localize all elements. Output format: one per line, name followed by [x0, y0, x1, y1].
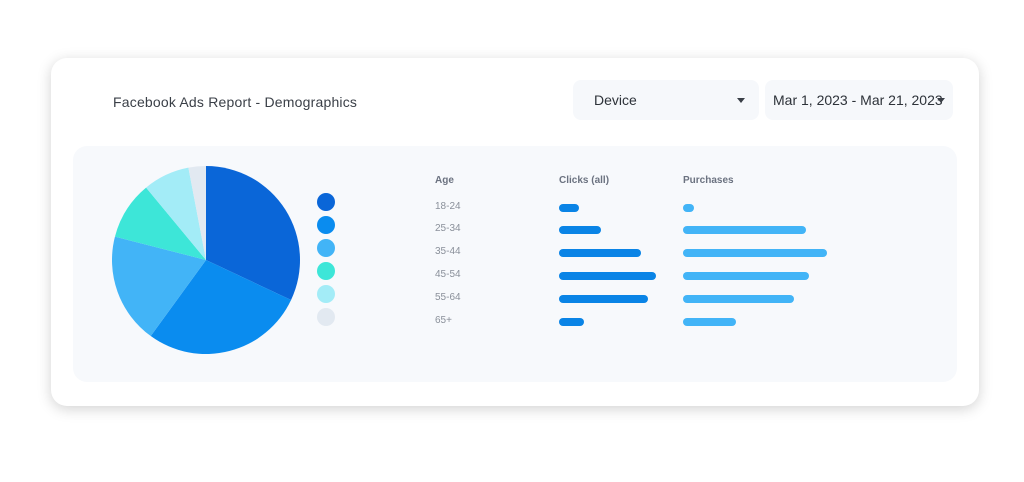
- report-card: Facebook Ads Report - Demographics Devic…: [51, 58, 979, 406]
- purchases-bar-25-34: [683, 226, 806, 234]
- pie-slice-18-24: [206, 166, 300, 301]
- pie-slice-55-64: [146, 167, 206, 260]
- clicks-bar-35-44: [559, 249, 641, 257]
- column-header-clicks: Clicks (all): [559, 175, 610, 186]
- legend-dot-35-44: [317, 239, 335, 257]
- date-range-dropdown[interactable]: Mar 1, 2023 - Mar 21, 2023: [765, 80, 953, 120]
- legend-dot-18-24: [317, 193, 335, 211]
- purchases-bar-35-44: [683, 249, 827, 257]
- purchases-bar-65plus: [683, 318, 736, 326]
- clicks-bar-55-64: [559, 295, 648, 303]
- purchases-bar-55-64: [683, 295, 794, 303]
- age-label-65plus: 65+: [435, 315, 452, 326]
- age-label-35-44: 35-44: [435, 246, 461, 257]
- purchases-bar-18-24: [683, 204, 694, 212]
- legend-dot-65plus: [317, 308, 335, 326]
- clicks-bar-45-54: [559, 272, 656, 280]
- column-header-age: Age: [435, 175, 454, 186]
- legend-dot-45-54: [317, 262, 335, 280]
- age-label-25-34: 25-34: [435, 223, 461, 234]
- caret-down-icon: [937, 98, 945, 103]
- demographics-panel: Age Clicks (all) Purchases 18-24 25-34 35-…: [73, 146, 957, 382]
- pie-slice-35-44: [112, 236, 206, 337]
- pie-slice-65plus: [188, 166, 206, 260]
- purchases-bar-45-54: [683, 272, 809, 280]
- age-pie-chart: [112, 166, 300, 354]
- device-dropdown[interactable]: Device: [573, 80, 759, 120]
- clicks-bar-65plus: [559, 318, 584, 326]
- pie-slice-45-54: [114, 187, 206, 260]
- age-label-55-64: 55-64: [435, 292, 461, 303]
- report-title: Facebook Ads Report - Demographics: [113, 94, 358, 110]
- column-header-purchases: Purchases: [683, 175, 734, 186]
- caret-down-icon: [737, 98, 745, 103]
- legend-dot-25-34: [317, 216, 335, 234]
- pie-legend: [317, 193, 335, 331]
- date-range-label: Mar 1, 2023 - Mar 21, 2023: [773, 92, 943, 108]
- clicks-bar-18-24: [559, 204, 579, 212]
- age-label-18-24: 18-24: [435, 201, 461, 212]
- device-dropdown-label: Device: [594, 92, 637, 108]
- legend-dot-55-64: [317, 285, 335, 303]
- clicks-bar-25-34: [559, 226, 601, 234]
- pie-slice-25-34: [150, 260, 292, 354]
- age-label-45-54: 45-54: [435, 269, 461, 280]
